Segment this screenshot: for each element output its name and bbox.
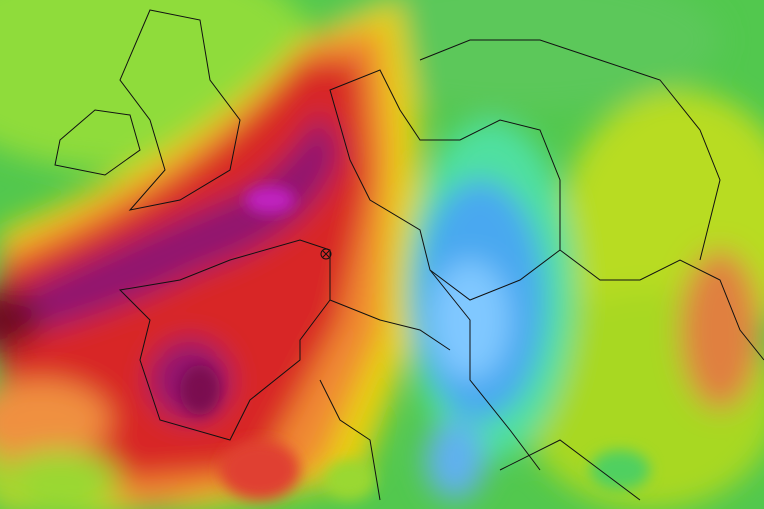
borders [54, 9, 764, 501]
detail-layer [180, 186, 650, 500]
location-marker [320, 248, 332, 260]
